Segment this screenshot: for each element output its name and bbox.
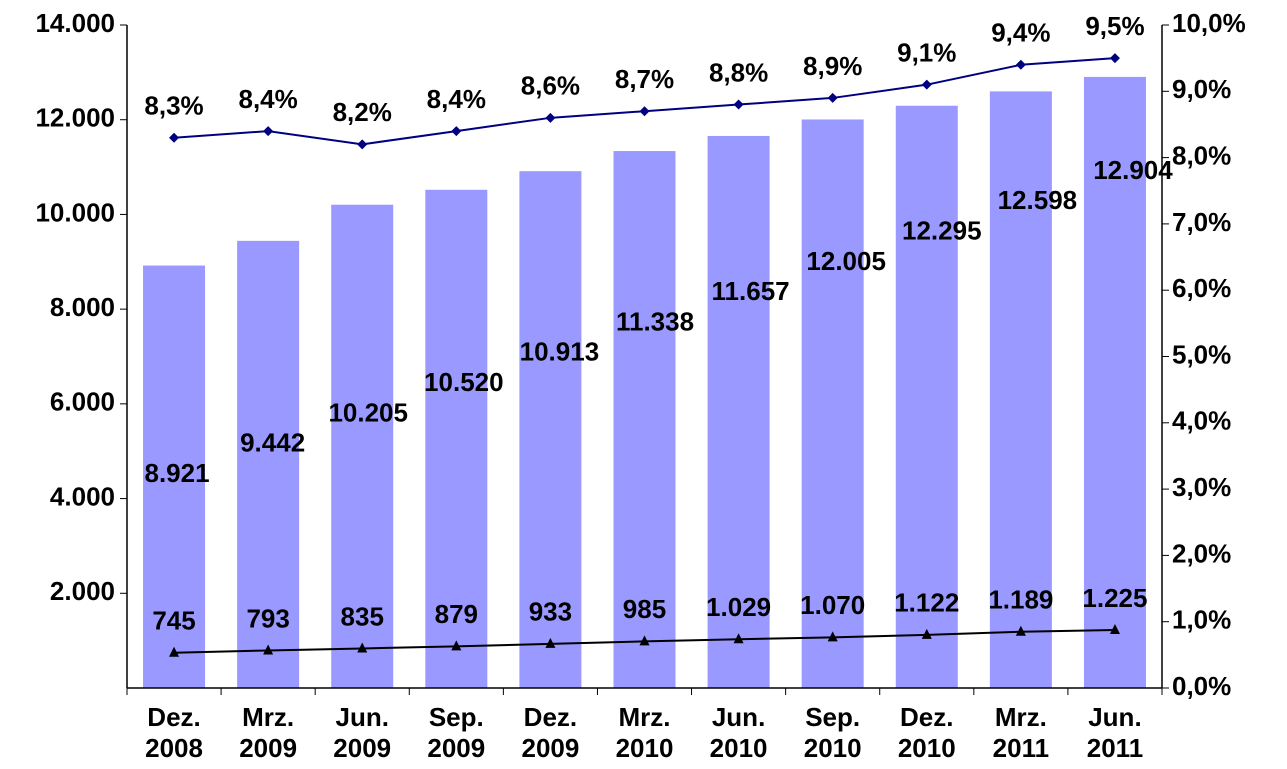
data-label: 985 bbox=[623, 594, 666, 624]
data-label: 8,7% bbox=[615, 64, 674, 94]
marker bbox=[827, 631, 838, 642]
marker bbox=[1109, 623, 1120, 634]
y2-tick-label: 8,0% bbox=[1172, 140, 1231, 170]
data-label: 9,5% bbox=[1085, 11, 1144, 41]
marker bbox=[545, 637, 556, 648]
bar bbox=[613, 151, 676, 689]
y2-tick-label: 1,0% bbox=[1172, 605, 1231, 635]
bar bbox=[237, 240, 300, 688]
data-label: 1.189 bbox=[988, 585, 1053, 615]
y-tick-label: 12.000 bbox=[35, 103, 115, 133]
data-label: 1.122 bbox=[894, 588, 959, 618]
data-label: 12.005 bbox=[806, 246, 886, 276]
data-label: 8,4% bbox=[427, 84, 486, 114]
marker bbox=[357, 139, 368, 150]
bar bbox=[143, 265, 206, 688]
y2-tick-label: 3,0% bbox=[1172, 472, 1231, 502]
x-tick-label: Mrz. 2011 bbox=[992, 702, 1050, 763]
marker bbox=[169, 132, 180, 143]
marker bbox=[921, 628, 932, 639]
y-tick-label: 2.000 bbox=[50, 576, 115, 606]
data-label: 1.070 bbox=[800, 590, 865, 620]
y-tick-label: 8.000 bbox=[50, 292, 115, 322]
data-label: 12.295 bbox=[902, 215, 982, 245]
data-label: 10.205 bbox=[328, 397, 408, 427]
x-tick-label: Mrz. 2010 bbox=[615, 702, 674, 763]
x-tick-label: Dez. 2010 bbox=[897, 702, 956, 763]
bar bbox=[801, 119, 864, 689]
marker bbox=[733, 633, 744, 644]
x-tick-label: Jun. 2009 bbox=[333, 702, 392, 763]
x-tick-label: Sep. 2010 bbox=[803, 702, 862, 763]
data-label: 933 bbox=[529, 597, 572, 627]
marker bbox=[1015, 59, 1026, 70]
data-label: 8,3% bbox=[144, 91, 203, 121]
y2-tick-label: 2,0% bbox=[1172, 538, 1231, 568]
bar bbox=[1083, 76, 1146, 688]
y2-tick-label: 7,0% bbox=[1172, 207, 1231, 237]
data-label: 9.442 bbox=[240, 428, 305, 458]
x-tick-label: Dez. 2009 bbox=[521, 702, 580, 763]
data-label: 11.338 bbox=[616, 306, 694, 336]
data-label: 12.904 bbox=[1093, 155, 1173, 185]
bar bbox=[707, 135, 770, 689]
data-label: 11.657 bbox=[712, 276, 790, 306]
x-tick-label: Jun. 2010 bbox=[709, 702, 768, 763]
data-label: 9,1% bbox=[897, 38, 956, 68]
marker bbox=[263, 644, 274, 655]
bar bbox=[989, 91, 1052, 688]
data-label: 8,6% bbox=[521, 71, 580, 101]
data-label: 745 bbox=[152, 606, 195, 636]
data-label: 793 bbox=[246, 603, 289, 633]
y-tick-label: 6.000 bbox=[50, 387, 115, 417]
data-label: 835 bbox=[341, 601, 384, 631]
marker bbox=[639, 635, 650, 646]
marker bbox=[921, 79, 932, 90]
marker bbox=[357, 642, 368, 653]
marker bbox=[827, 92, 838, 103]
data-label: 8.921 bbox=[145, 458, 210, 488]
marker bbox=[451, 126, 462, 137]
marker bbox=[545, 112, 556, 123]
marker bbox=[639, 106, 650, 117]
marker bbox=[1015, 625, 1026, 636]
x-tick-label: Sep. 2009 bbox=[427, 702, 486, 763]
data-label: 1.225 bbox=[1082, 583, 1147, 613]
y-tick-label: 14.000 bbox=[35, 8, 115, 38]
data-label: 10.520 bbox=[424, 367, 504, 397]
bar bbox=[331, 204, 394, 689]
y2-tick-label: 5,0% bbox=[1172, 339, 1231, 369]
data-label: 8,4% bbox=[239, 84, 298, 114]
y-tick-label: 4.000 bbox=[50, 481, 115, 511]
data-label: 8,9% bbox=[803, 51, 862, 81]
data-label: 1.029 bbox=[706, 592, 771, 622]
x-tick-label: Dez. 2008 bbox=[145, 702, 203, 763]
marker bbox=[169, 646, 180, 657]
marker bbox=[1109, 53, 1120, 64]
y2-tick-label: 9,0% bbox=[1172, 74, 1231, 104]
bar bbox=[895, 105, 958, 689]
marker bbox=[451, 640, 462, 651]
bar bbox=[425, 189, 488, 688]
bar bbox=[519, 171, 582, 688]
y-tick-label: 10.000 bbox=[35, 197, 115, 227]
marker bbox=[263, 126, 274, 137]
data-label: 8,2% bbox=[333, 97, 392, 127]
y2-tick-label: 0,0% bbox=[1172, 671, 1231, 701]
x-tick-label: Mrz. 2009 bbox=[239, 702, 298, 763]
data-label: 8,8% bbox=[709, 57, 768, 87]
data-label: 879 bbox=[435, 599, 478, 629]
y2-tick-label: 10,0% bbox=[1172, 8, 1246, 38]
data-label: 9,4% bbox=[991, 18, 1050, 48]
y2-tick-label: 6,0% bbox=[1172, 273, 1231, 303]
x-tick-label: Jun. 2011 bbox=[1086, 702, 1144, 763]
data-label: 10.913 bbox=[520, 337, 600, 367]
y2-tick-label: 4,0% bbox=[1172, 406, 1231, 436]
data-label: 12.598 bbox=[998, 185, 1078, 215]
marker bbox=[733, 99, 744, 110]
